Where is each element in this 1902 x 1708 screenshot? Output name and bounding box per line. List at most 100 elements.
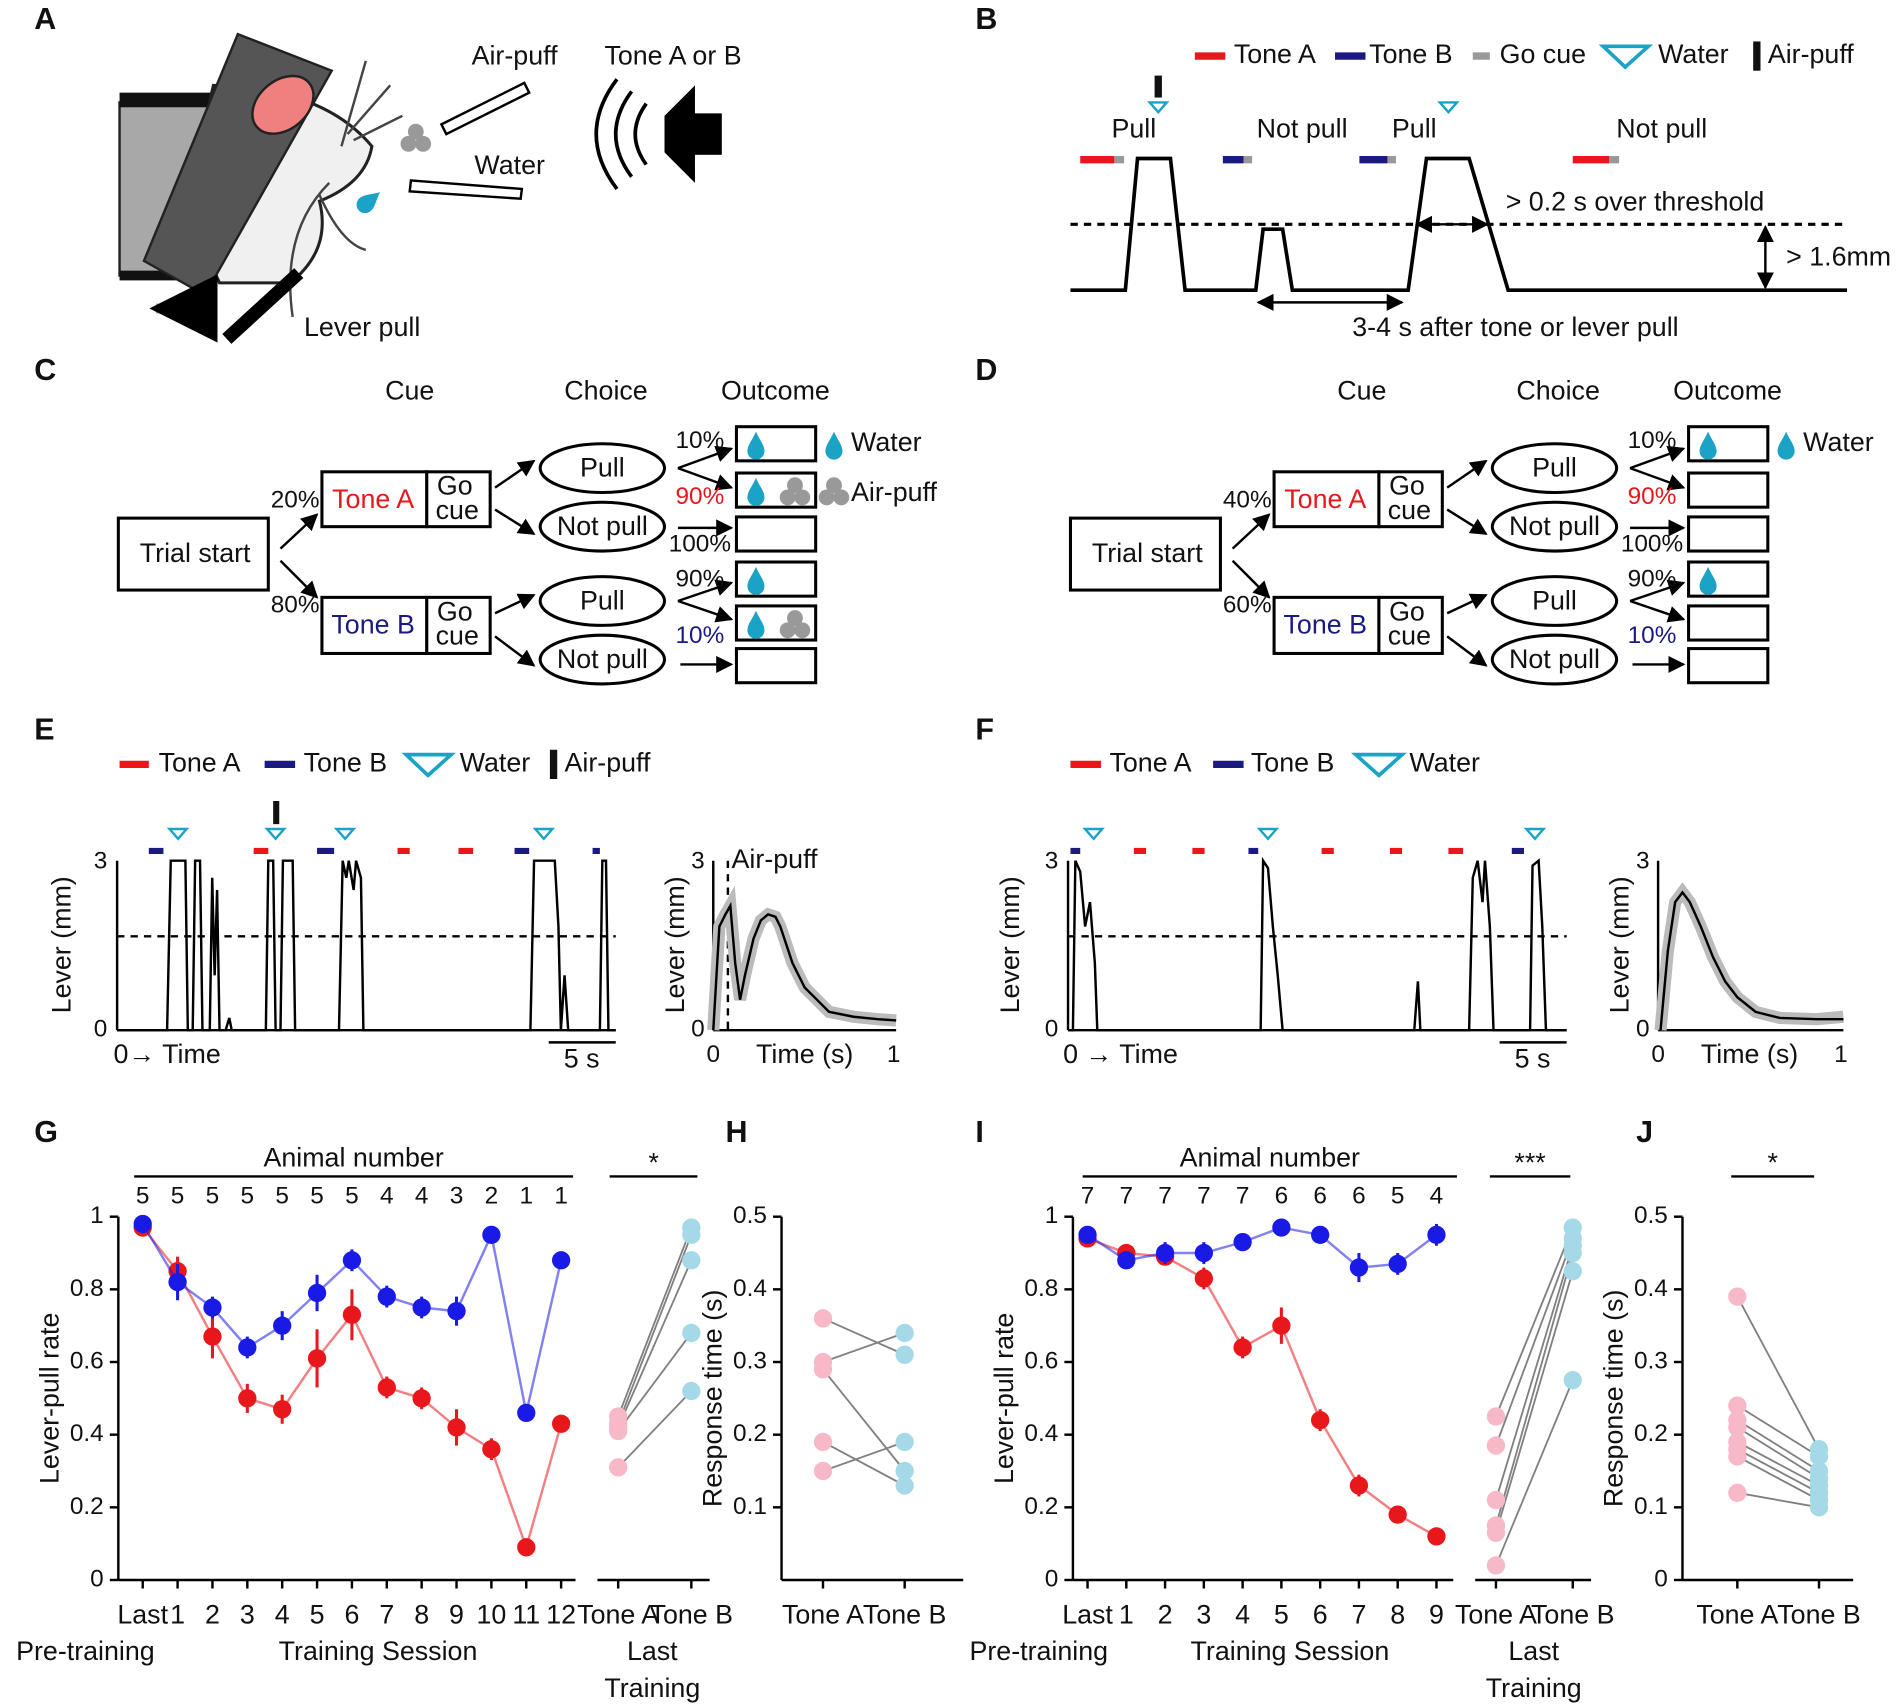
pair-line [617,1332,693,1432]
y-tick-label: 0.3 [733,1347,767,1374]
shape [1377,595,1444,655]
annotation: > 1.6mm [1786,242,1891,272]
shape [1350,752,1407,778]
pair-line [822,1368,906,1472]
cue-label: cue [436,495,479,525]
shape [439,81,531,136]
animal-count: 1 [554,1183,568,1210]
shape [538,500,667,553]
tick-label: 1 [887,1041,901,1068]
data-point [813,1432,833,1452]
animal-count: 5 [1391,1183,1405,1210]
data-point [342,1305,362,1324]
x-tick-label: 12 [546,1600,576,1630]
pair-line [822,1441,905,1472]
shape [1154,75,1162,98]
pair-line [1736,1419,1820,1472]
shape [1490,575,1619,627]
shape [538,442,667,495]
tick-label: 0 [691,1016,705,1043]
pair-line [822,1317,906,1356]
cue-label: Tone A [1284,484,1366,514]
legend-label: Tone B [304,747,387,777]
data-point [1486,1523,1506,1542]
pair-line [617,1227,693,1417]
y-tick-label: 0.8 [1024,1275,1058,1302]
cue-label: Go [437,471,473,501]
data-point [1563,1371,1582,1390]
data-point [1486,1436,1506,1455]
shape [1272,470,1381,529]
probability: 100% [1621,530,1683,557]
shape [734,515,818,553]
probability: 90% [1628,483,1677,510]
node-label: Trial start [140,538,251,568]
probability: 40% [1223,486,1272,513]
shape [408,179,524,201]
data-point [1427,1225,1446,1244]
data-point [813,1309,833,1328]
shape [1082,827,1547,841]
event-label: Pull [1392,114,1437,144]
x-tick-label: Tone B [1531,1600,1614,1630]
data-point [813,1360,833,1379]
data-point [609,1458,628,1477]
shape [264,827,287,841]
tick-label: 3 [1636,847,1650,874]
cue-label: Go [437,596,473,626]
data-point [238,1389,257,1408]
x-tick-label: 7 [379,1600,394,1630]
data-point [609,1421,628,1441]
probability: 80% [271,591,320,618]
x-axis-label: Last [627,1636,678,1666]
legend-label: Air-puff [565,747,651,777]
shape [279,513,319,550]
header: Outcome [1673,376,1782,406]
animal-count: 5 [206,1183,220,1210]
shape [538,633,667,686]
x-tick-label: 1 [1119,1600,1134,1630]
animal-count: 7 [1120,1183,1134,1210]
shape [1082,827,1105,841]
tick-label: 0 [1636,1016,1650,1043]
y-tick-label: 0.6 [70,1347,104,1374]
shape [425,595,492,655]
animal-count: 7 [1081,1183,1095,1210]
axis-label: Time (s) [1701,1039,1798,1069]
animal-count: 5 [241,1183,255,1210]
shape [1523,827,1547,841]
data-point [1486,1407,1506,1426]
data-point [238,1338,257,1357]
flow-diagram: Cue Choice Outcome Trial start 20% 80% T… [116,376,938,686]
shape [1377,470,1444,529]
legend-label: Tone A [1234,39,1316,69]
data-point [133,1214,152,1234]
shape [1687,560,1770,598]
x-tick-label: Last [1062,1600,1113,1630]
shape [1231,559,1271,599]
shape [1629,445,1686,470]
tick-label: 0 [1651,1041,1665,1068]
header: Choice [1516,376,1599,406]
tick-label: 0 [94,1016,108,1043]
data-point [517,1403,536,1423]
legend-label: Air-puff [1768,39,1854,69]
panel-label: G [34,1115,58,1149]
y-tick-label: 0.6 [1024,1347,1058,1374]
x-tick-label: Tone A [1455,1600,1537,1630]
shape [1437,101,1460,115]
data-point [895,1323,914,1343]
shape [494,508,536,536]
data-point [1349,1258,1369,1277]
lever-trace [1066,827,1844,1044]
data-point [377,1378,396,1397]
x-tick-label: 9 [449,1600,464,1630]
x-tick-label: 5 [1274,1600,1289,1630]
data-point [1078,1225,1097,1244]
shape [1490,500,1619,553]
shape [1629,579,1686,603]
shape [1147,101,1170,115]
legend-label: Water [1409,747,1480,777]
shape [712,901,897,1031]
x-tick-label: 3 [240,1600,255,1630]
